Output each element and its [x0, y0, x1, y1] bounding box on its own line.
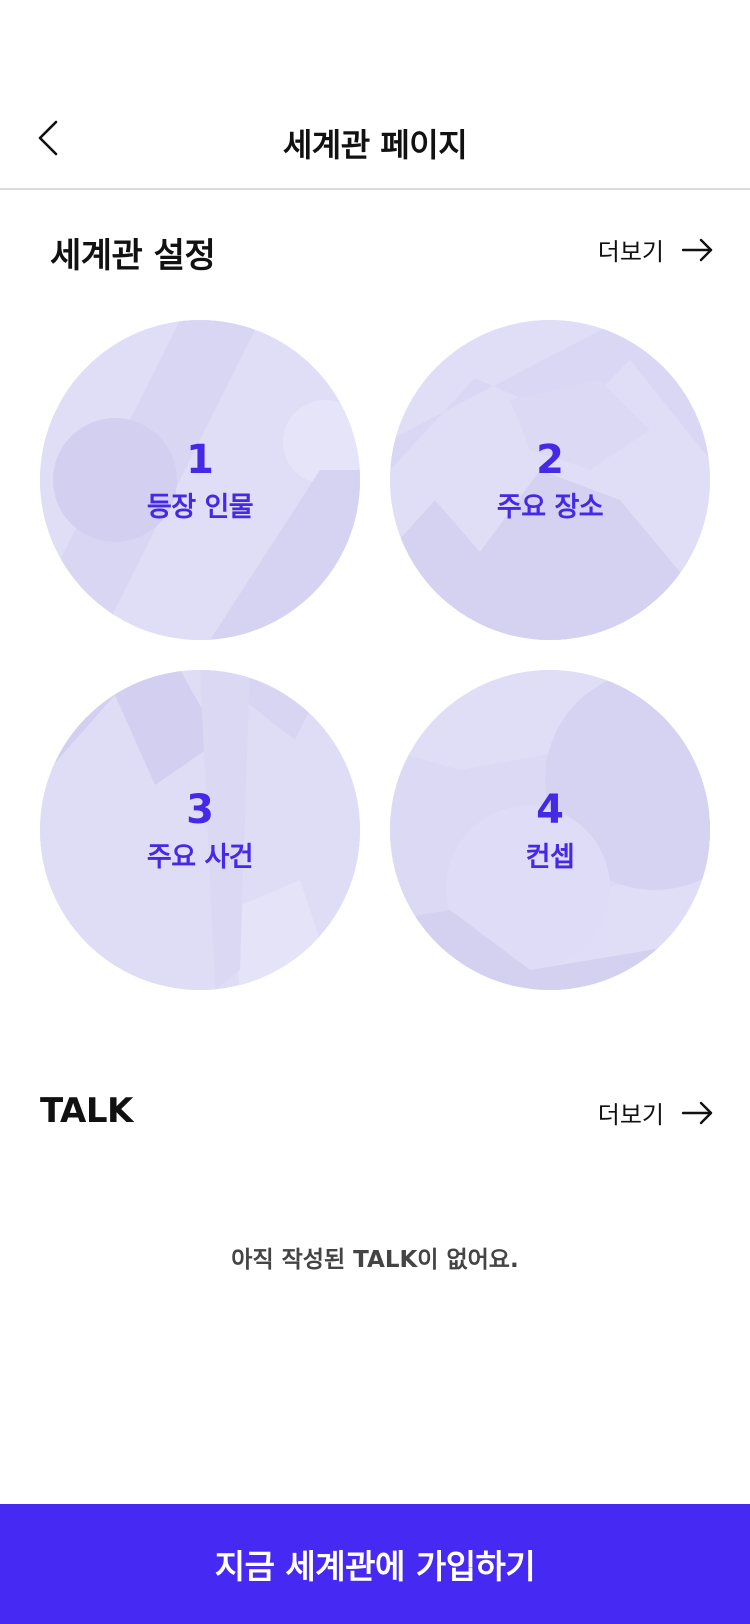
circle-background — [390, 320, 710, 640]
world-settings-header: 세계관 설정 더보기 — [0, 222, 750, 282]
world-item-number: 2 — [536, 437, 564, 483]
more-label: 더보기 — [597, 238, 664, 266]
world-item-label: 컨셉 — [525, 842, 575, 873]
world-item-characters[interactable]: 1 등장 인물 — [40, 320, 360, 640]
world-item-number: 4 — [536, 787, 564, 833]
circle-background — [40, 320, 360, 640]
world-item-places[interactable]: 2 주요 장소 — [390, 320, 710, 640]
world-settings-title: 세계관 설정 — [50, 236, 216, 276]
world-settings-more-button[interactable]: 더보기 — [598, 232, 714, 267]
world-item-label: 주요 장소 — [496, 492, 604, 523]
talk-title: TALK — [40, 1091, 133, 1131]
talk-header: TALK 더보기 — [0, 1085, 750, 1145]
world-item-number: 1 — [186, 437, 214, 483]
circle-background — [390, 670, 710, 990]
talk-more-button[interactable]: 더보기 — [598, 1095, 714, 1130]
chevron-left-icon — [37, 120, 59, 160]
world-item-label: 등장 인물 — [146, 492, 254, 523]
circle-background — [40, 670, 360, 990]
world-item-label: 주요 사건 — [146, 842, 254, 873]
join-world-button[interactable]: 지금 세계관에 가입하기 — [0, 1504, 750, 1624]
more-label: 더보기 — [597, 1101, 664, 1129]
top-nav-bar: 세계관 페이지 — [0, 100, 750, 190]
world-item-concept[interactable]: 4 컨셉 — [390, 670, 710, 990]
arrow-right-icon — [682, 238, 714, 262]
world-item-number: 3 — [186, 787, 214, 833]
talk-empty-message: 아직 작성된 TALK이 없어요. — [231, 1247, 519, 1273]
page-title: 세계관 페이지 — [282, 126, 468, 164]
back-button[interactable] — [28, 118, 68, 162]
world-item-events[interactable]: 3 주요 사건 — [40, 670, 360, 990]
arrow-right-icon — [682, 1101, 714, 1125]
